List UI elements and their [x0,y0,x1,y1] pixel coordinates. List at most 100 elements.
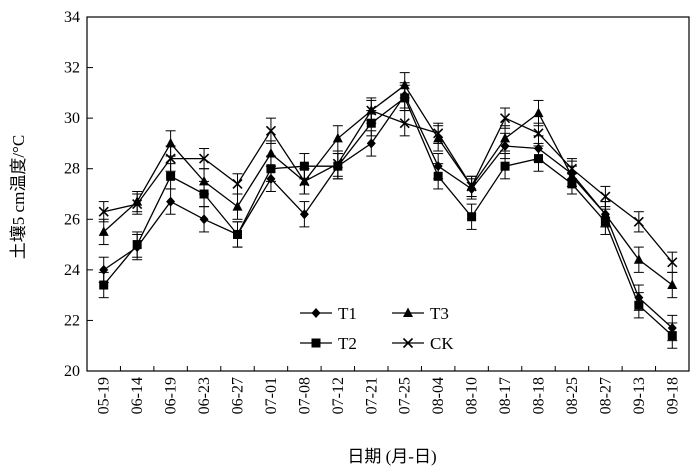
data-point [600,208,611,219]
data-point [499,113,511,124]
legend-item-t2: T2 [300,334,357,353]
y-tick-label: 26 [64,211,80,228]
data-point [311,308,321,318]
x-tick-label: 07-08 [296,377,313,414]
data-point [232,201,243,211]
data-point [633,216,644,227]
data-point [266,164,276,174]
data-point [332,132,343,143]
data-point [366,138,376,149]
y-tick-label: 34 [64,9,80,26]
series-line [103,96,673,337]
data-point [667,331,677,341]
data-point [198,153,210,164]
data-point [399,79,410,90]
data-point [165,137,176,148]
x-tick-label: 08-25 [564,377,581,414]
legend: T1 T2 T3 CK [300,304,454,353]
legend-label: T2 [338,334,357,353]
x-tick-label: 09-13 [631,377,648,414]
x-tick-label: 08-17 [497,377,514,414]
data-point [533,107,544,118]
y-tick-label: 32 [64,60,80,77]
series-layer [98,72,678,349]
x-tick-label: 06-27 [230,377,247,414]
data-point [299,209,309,220]
x-tick-label: 06-14 [129,377,146,414]
data-point [433,171,443,181]
data-point [98,206,109,217]
data-point [166,196,176,207]
x-tick-label: 07-25 [397,377,414,414]
legend-label: T1 [338,304,357,323]
data-point [332,158,343,169]
data-point [299,176,310,187]
legend-item-t3: T3 [392,304,449,323]
series-t3 [98,72,678,299]
x-tick-label: 08-27 [597,377,614,414]
data-point [199,175,210,186]
data-point [299,161,309,171]
x-tick-label: 07-01 [263,377,280,414]
legend-label: T3 [430,304,449,323]
data-point [566,163,578,174]
series-line [103,109,673,263]
data-point [534,154,543,164]
data-point [233,229,242,239]
data-point [311,338,321,348]
y-axis-title: 土壤5 cm温度/°C [8,135,28,259]
data-point [165,153,176,164]
data-point [399,118,410,129]
x-tick-label: 08-04 [430,377,447,414]
data-point [366,105,377,116]
legend-label: CK [430,334,454,353]
data-point [265,125,277,136]
data-point [500,132,511,143]
data-point [667,257,678,268]
data-point [466,181,477,192]
data-point [98,226,109,236]
y-tick-label: 20 [64,363,80,380]
series-line [103,94,673,329]
data-point [600,191,611,202]
x-tick-label: 08-18 [531,377,548,414]
data-point [403,307,413,317]
legend-item-t1: T1 [300,304,357,323]
data-point [467,212,477,222]
y-tick-label: 24 [64,262,80,279]
data-point [433,128,444,139]
data-point [265,148,276,158]
x-tick-label: 09-18 [664,377,681,414]
data-point [667,279,678,290]
series-t1 [98,82,678,342]
data-point [132,240,142,250]
y-tick-label: 30 [64,110,80,127]
data-point [199,214,209,225]
data-point [166,171,176,181]
x-tick-label: 07-12 [330,377,347,414]
data-point [402,337,414,349]
x-axis-title: 日期 (月-日) [347,447,436,466]
series-t2 [98,84,678,349]
data-point [99,280,109,290]
x-tick-label: 08-10 [464,377,481,414]
x-tick-label: 07-21 [363,377,380,414]
x-tick-label: 05-19 [96,377,113,414]
data-point [633,254,644,264]
data-point [232,178,243,189]
axes: 20 22 24 26 28 30 32 34 05-19 06-14 06-19 06-23 06-2… [64,9,690,414]
data-point [500,161,510,171]
legend-item-ck: CK [392,334,454,353]
data-point [132,199,143,210]
y-tick-label: 28 [64,161,80,178]
data-point [634,300,644,310]
x-tick-label: 06-19 [163,377,180,414]
series-line [103,84,673,286]
y-tick-label: 22 [64,312,80,329]
data-point [533,128,544,139]
plot-frame [86,16,690,372]
x-tick-label: 06-23 [196,377,213,414]
series-ck [98,99,678,273]
plot-area [86,16,690,372]
